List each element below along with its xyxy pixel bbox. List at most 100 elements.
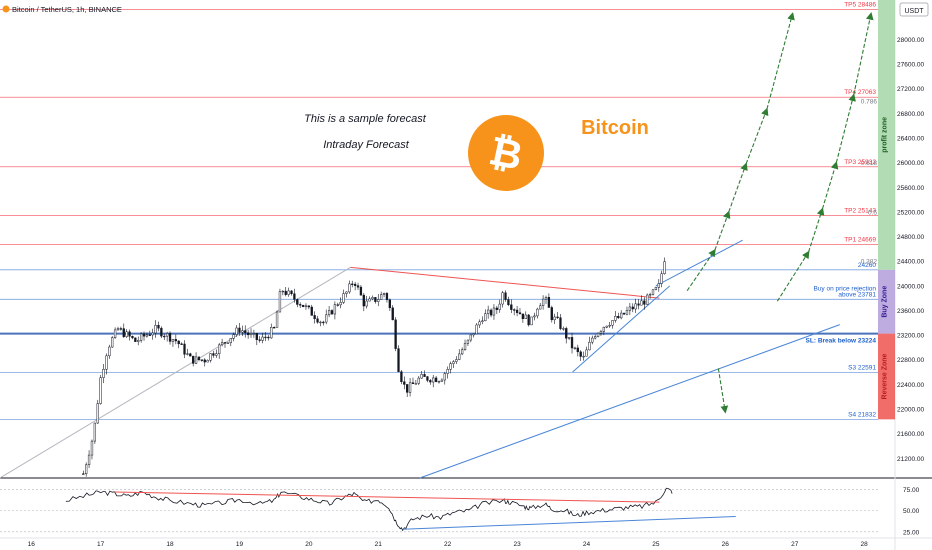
candle-body (663, 261, 666, 274)
candle-body (594, 336, 597, 339)
zone-label: profit zone (882, 117, 889, 153)
trendline (419, 324, 840, 479)
candle-body (111, 337, 114, 348)
candle-body (585, 349, 588, 357)
candle-body (197, 356, 201, 361)
candle-body (573, 347, 577, 349)
candle-body (417, 377, 420, 384)
candle-body (87, 454, 91, 466)
brand-label: Bitcoin (581, 117, 649, 139)
candle-body (166, 333, 169, 337)
candle-body (316, 318, 319, 323)
candle-body (194, 356, 198, 364)
candle-body (142, 333, 146, 337)
candle-body (533, 315, 536, 318)
level-label: S3 22591 (848, 365, 876, 372)
candle-body (631, 306, 634, 310)
candle-body (515, 309, 519, 313)
trendline (572, 285, 671, 373)
candle-body (513, 309, 516, 311)
candle-body (550, 307, 553, 321)
candle-body (244, 330, 247, 333)
candle-body (223, 342, 227, 344)
candle-body (368, 298, 371, 302)
y-tick-label: 23600.00 (897, 308, 924, 315)
candle-body (137, 340, 140, 342)
candle-body (125, 331, 128, 337)
price-series (82, 257, 666, 477)
y-tick-label: 23200.00 (897, 333, 924, 340)
forecast-arrow (745, 107, 769, 165)
rsi-line (65, 487, 673, 532)
candle-body (235, 327, 238, 335)
x-tick-label: 16 (28, 541, 36, 548)
candle-body (429, 380, 432, 383)
forecast-note-1: This is a sample forecast (304, 113, 427, 125)
candle-body (637, 303, 640, 306)
candle-body (238, 327, 241, 333)
fib-label: 0.382 (861, 259, 878, 266)
candle-body (113, 329, 117, 338)
candle-body (313, 315, 316, 320)
candle-body (108, 346, 111, 357)
x-tick-label: 18 (166, 541, 174, 548)
candle-body (215, 353, 218, 356)
candle-body (385, 293, 389, 301)
candle-body (90, 440, 94, 456)
y-tick-label: 24000.00 (897, 283, 924, 290)
candle-body (339, 302, 342, 306)
candle-body (128, 331, 131, 337)
candle-body (640, 300, 643, 306)
candle-body (200, 359, 204, 361)
candle-body (498, 303, 501, 310)
candle-body (388, 299, 391, 309)
forecast-arrow (766, 12, 795, 110)
candle-body (475, 324, 478, 335)
candle-body (481, 320, 484, 323)
candle-body (99, 377, 102, 404)
forecast-arrow (728, 162, 748, 213)
forecast-arrow (853, 12, 874, 95)
fib-label: 0.618 (861, 160, 878, 167)
candle-body (174, 339, 177, 342)
currency-badge[interactable] (899, 2, 929, 17)
candle-body (189, 353, 192, 357)
candle-body (518, 312, 522, 315)
x-tick-label: 20 (305, 541, 313, 548)
candle-body (299, 304, 302, 306)
candle-body (359, 286, 363, 296)
candle-body (275, 311, 279, 328)
candle-body (229, 338, 232, 344)
symbol-icon (2, 5, 10, 13)
candle-body (267, 336, 270, 339)
candle-body (614, 315, 617, 321)
candle-body (330, 310, 334, 315)
candle-body (458, 353, 461, 360)
y-tick-label: 22800.00 (897, 357, 924, 364)
candle-body (148, 334, 151, 336)
x-tick-label: 28 (861, 541, 869, 548)
candle-body (648, 294, 652, 296)
candle-body (93, 422, 97, 442)
candle-body (541, 298, 545, 307)
candle-body (521, 313, 525, 319)
y-tick-label: 21600.00 (897, 431, 924, 438)
candle-body (440, 379, 444, 382)
level-label: S4 21832 (848, 411, 876, 418)
level-label: SL: Break below 23224 (806, 338, 877, 345)
candle-body (510, 304, 513, 310)
currency-badge-label: USDT (904, 8, 924, 15)
candle-body (171, 339, 175, 342)
candle-body (492, 307, 496, 316)
candle-body (530, 316, 533, 326)
candle-body (139, 333, 143, 341)
symbol-title[interactable]: Bitcoin / TetherUS, 1h, BINANCE (12, 5, 122, 14)
candle-body (96, 403, 99, 424)
candle-body (380, 294, 383, 300)
candle-body (484, 313, 487, 322)
y-tick-label: 27600.00 (897, 62, 924, 69)
y-axis: 21200.00 21600.00 22000.00 22400.00 22800.00… (861, 9, 925, 536)
candle-body (246, 332, 250, 336)
y-tick-label: 21200.00 (897, 456, 924, 463)
